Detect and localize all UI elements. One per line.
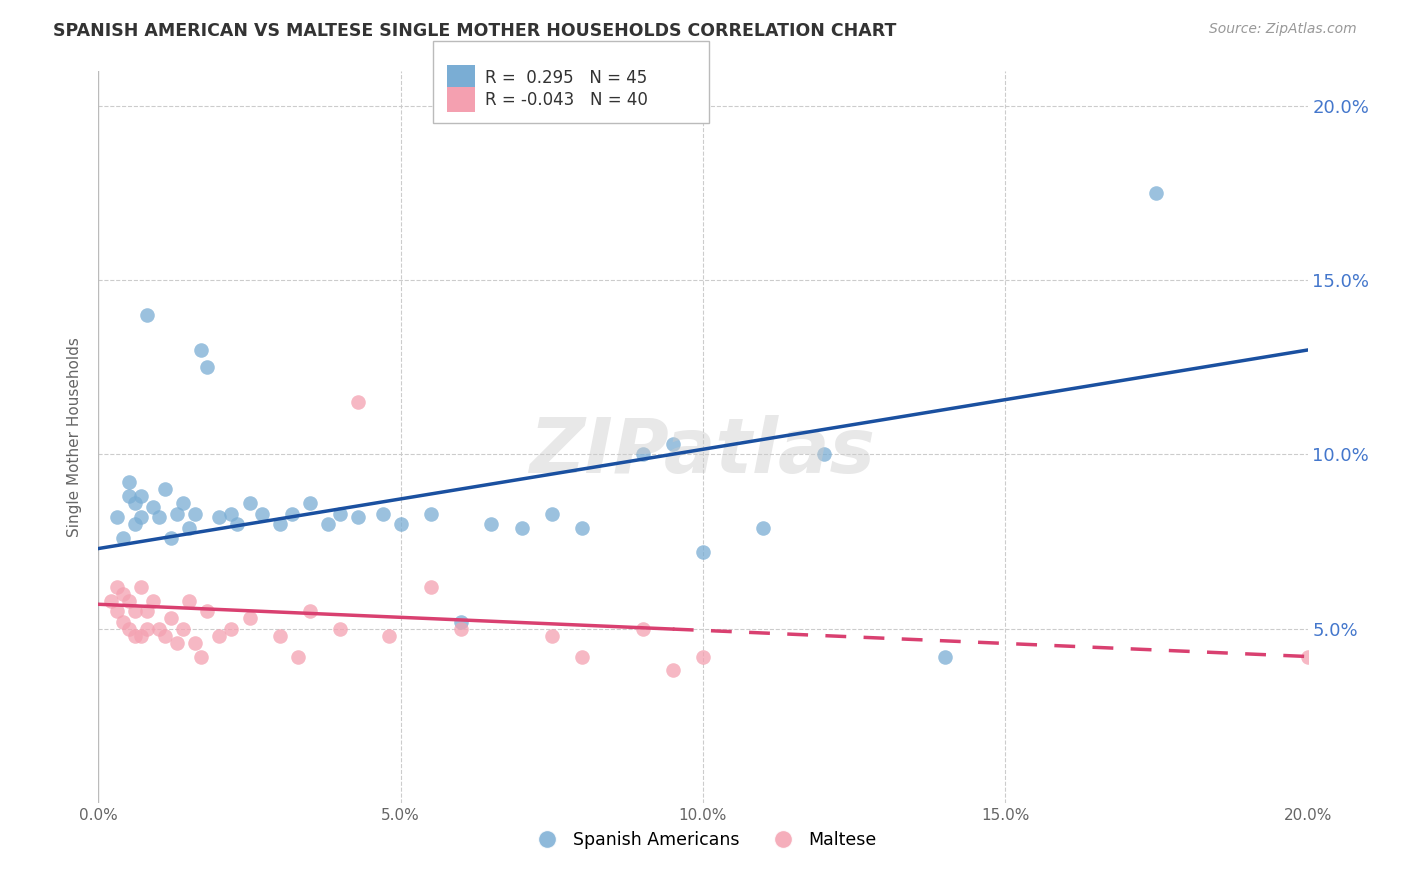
- Point: [631, 622, 654, 636]
- Point: [481, 517, 503, 532]
- Point: [118, 489, 141, 503]
- Point: [166, 507, 188, 521]
- Point: [221, 622, 243, 636]
- Point: [124, 604, 146, 618]
- Point: [148, 622, 170, 636]
- Point: [287, 649, 309, 664]
- Point: [299, 604, 322, 618]
- Point: [153, 483, 176, 497]
- Text: R = -0.043   N = 40: R = -0.043 N = 40: [485, 91, 648, 109]
- Point: [118, 622, 141, 636]
- Point: [111, 531, 134, 545]
- Point: [450, 615, 472, 629]
- Point: [135, 622, 157, 636]
- Point: [179, 594, 201, 608]
- Point: [269, 517, 291, 532]
- Point: [510, 521, 533, 535]
- Point: [100, 594, 122, 608]
- Point: [692, 649, 714, 664]
- Point: [1144, 186, 1167, 201]
- Point: [377, 629, 399, 643]
- Point: [184, 635, 207, 649]
- Point: [105, 510, 128, 524]
- Point: [1296, 649, 1319, 664]
- Point: [124, 517, 146, 532]
- Point: [250, 507, 273, 521]
- Point: [129, 510, 152, 524]
- Point: [111, 587, 134, 601]
- Point: [105, 604, 128, 618]
- Point: [129, 489, 152, 503]
- Point: [316, 517, 339, 532]
- Text: SPANISH AMERICAN VS MALTESE SINGLE MOTHER HOUSEHOLDS CORRELATION CHART: SPANISH AMERICAN VS MALTESE SINGLE MOTHE…: [53, 22, 897, 40]
- Point: [148, 510, 170, 524]
- Point: [172, 496, 194, 510]
- Legend: Spanish Americans, Maltese: Spanish Americans, Maltese: [522, 824, 884, 856]
- Point: [160, 531, 183, 545]
- Point: [226, 517, 249, 532]
- Point: [661, 664, 683, 678]
- Point: [208, 629, 231, 643]
- Point: [420, 507, 443, 521]
- Point: [221, 507, 243, 521]
- Point: [195, 604, 218, 618]
- Point: [692, 545, 714, 559]
- Point: [269, 629, 291, 643]
- Point: [208, 510, 231, 524]
- Point: [661, 437, 683, 451]
- Point: [540, 507, 562, 521]
- Point: [190, 649, 212, 664]
- Point: [299, 496, 322, 510]
- Point: [752, 521, 775, 535]
- Point: [135, 308, 157, 322]
- Point: [347, 510, 370, 524]
- Point: [571, 521, 593, 535]
- Text: ZIPatlas: ZIPatlas: [530, 415, 876, 489]
- Point: [111, 615, 134, 629]
- Point: [813, 448, 835, 462]
- Point: [281, 507, 304, 521]
- Point: [420, 580, 443, 594]
- Point: [631, 448, 654, 462]
- Point: [347, 395, 370, 409]
- Point: [135, 604, 157, 618]
- Point: [389, 517, 412, 532]
- Text: R =  0.295   N = 45: R = 0.295 N = 45: [485, 69, 647, 87]
- Point: [105, 580, 128, 594]
- Y-axis label: Single Mother Households: Single Mother Households: [67, 337, 83, 537]
- Point: [129, 580, 152, 594]
- Point: [329, 622, 352, 636]
- Point: [142, 594, 165, 608]
- Point: [239, 611, 262, 625]
- Point: [179, 521, 201, 535]
- Point: [166, 635, 188, 649]
- Point: [172, 622, 194, 636]
- Point: [571, 649, 593, 664]
- Point: [239, 496, 262, 510]
- Point: [160, 611, 183, 625]
- Point: [153, 629, 176, 643]
- Point: [118, 594, 141, 608]
- Point: [329, 507, 352, 521]
- Text: Source: ZipAtlas.com: Source: ZipAtlas.com: [1209, 22, 1357, 37]
- Point: [190, 343, 212, 357]
- Point: [371, 507, 394, 521]
- Point: [124, 496, 146, 510]
- Point: [129, 629, 152, 643]
- Point: [142, 500, 165, 514]
- Point: [118, 475, 141, 490]
- Point: [934, 649, 956, 664]
- Point: [450, 622, 472, 636]
- Point: [540, 629, 562, 643]
- Point: [195, 360, 218, 375]
- Point: [124, 629, 146, 643]
- Point: [184, 507, 207, 521]
